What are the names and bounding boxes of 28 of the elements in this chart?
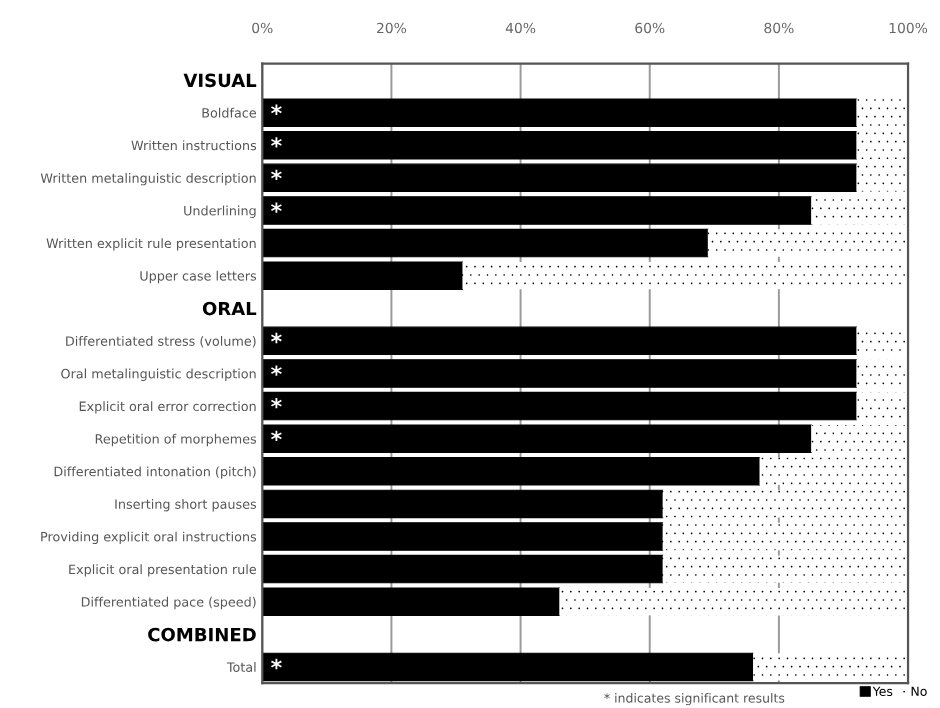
y-tick-label: ORAL (202, 301, 257, 316)
data-label: * (271, 202, 282, 213)
data-label: * (271, 430, 282, 441)
bar (856, 98, 909, 127)
bar (759, 457, 909, 485)
data-label: * (271, 365, 282, 376)
y-tick-label: VISUAL (183, 73, 257, 88)
bar (262, 587, 560, 616)
bar (662, 522, 909, 551)
bar (856, 392, 909, 420)
bar (262, 522, 664, 551)
bar (559, 588, 909, 616)
bar (662, 490, 909, 518)
bar (262, 98, 857, 127)
bar (662, 555, 909, 583)
bar (262, 391, 857, 421)
bar (262, 554, 664, 584)
bar (262, 489, 664, 519)
y-tick-label: COMBINED (148, 627, 256, 642)
data-label: * (271, 104, 282, 115)
data-label: * (271, 137, 282, 148)
data-label: * (271, 332, 282, 344)
bar (856, 131, 909, 159)
bar (262, 457, 761, 486)
data-label: * (271, 398, 282, 409)
bar (856, 164, 909, 192)
data-label: * (271, 658, 282, 670)
data-label: * (271, 169, 282, 181)
